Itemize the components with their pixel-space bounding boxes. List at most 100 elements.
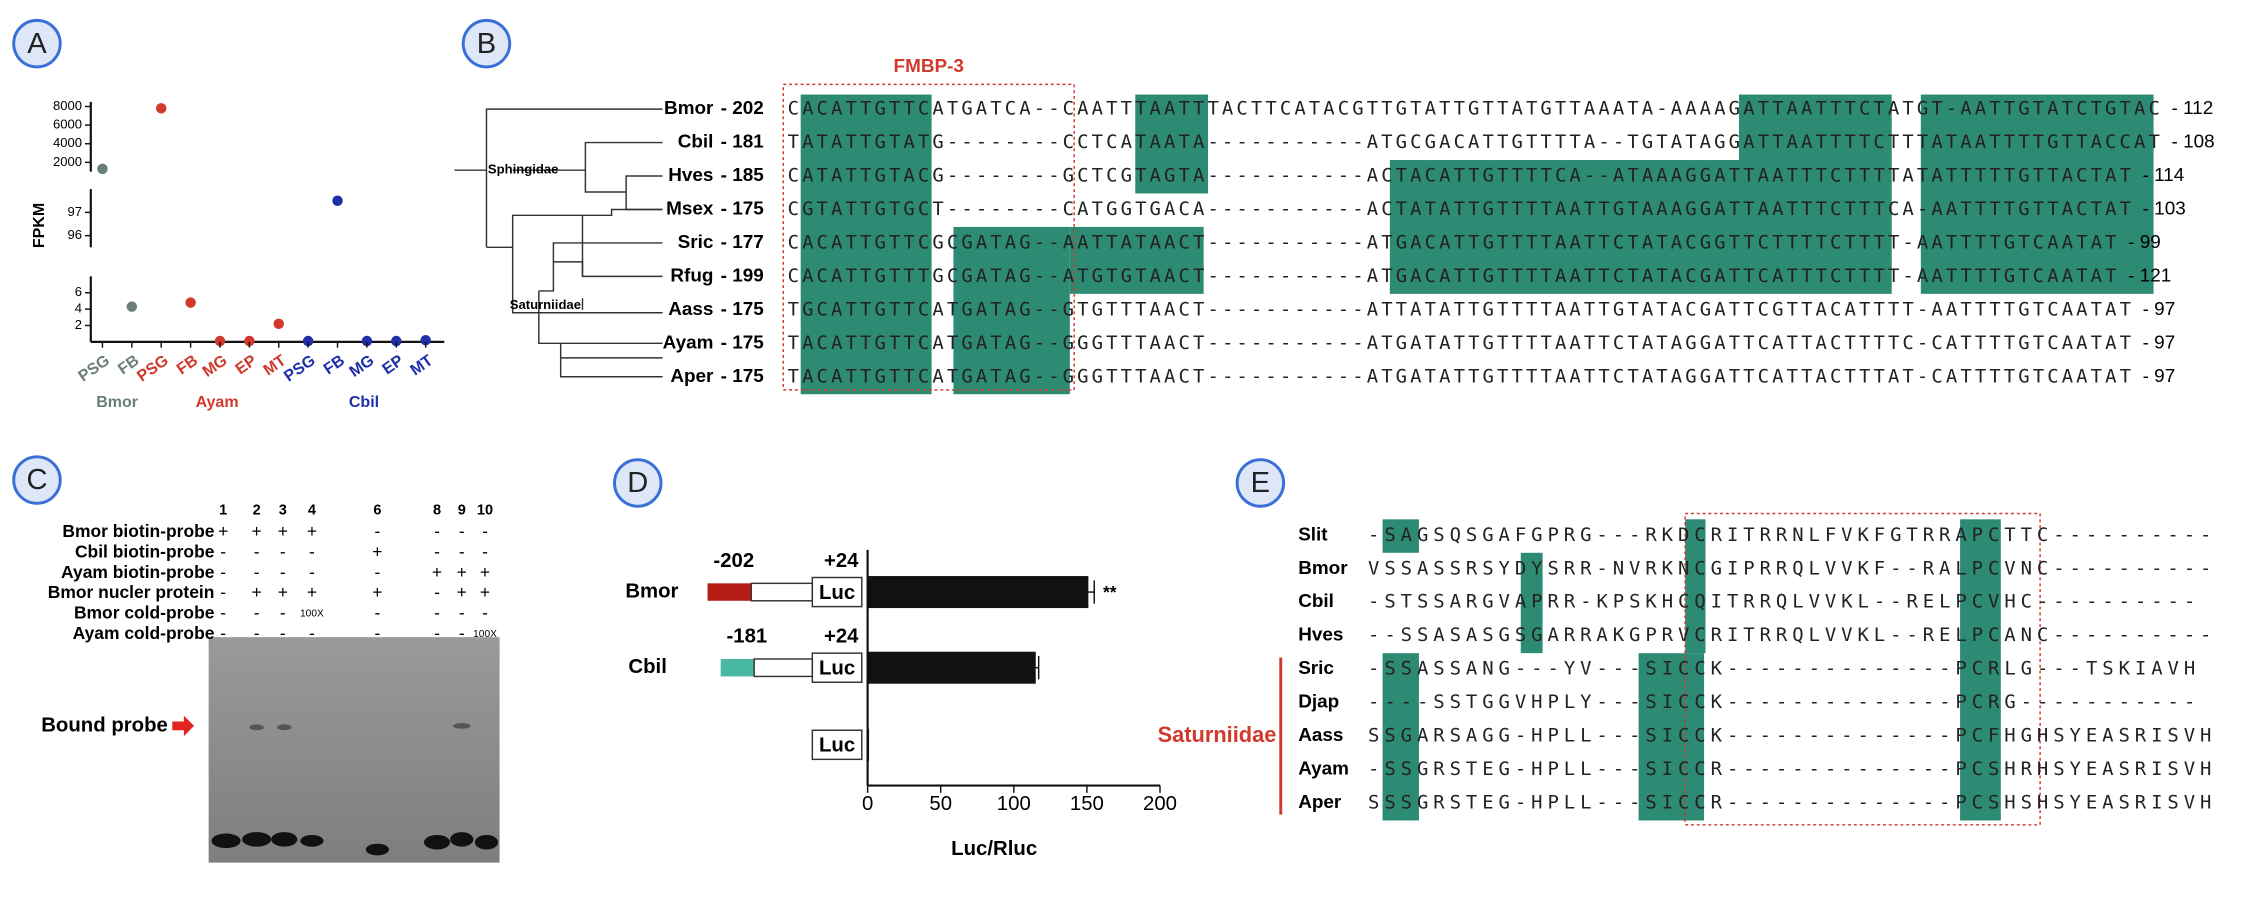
promoter-end: +24 — [824, 550, 859, 572]
y-tick-label: 8000 — [53, 98, 82, 113]
panel-label: E — [1251, 467, 1270, 499]
promoter — [707, 583, 752, 601]
reporter-label: Luc — [819, 735, 855, 757]
lane-mark: - — [254, 562, 260, 582]
promoter — [720, 658, 755, 677]
sequence: TATATTGTATG--------CCTCATAATA-----------… — [788, 131, 2160, 153]
row-label: Bmor nucler protein — [48, 582, 215, 602]
sequence: VSSASSRSYDYSRR-NVRKNCGIPRRQLVVKF--RALPCV… — [1368, 557, 2211, 579]
seq-name: Hves — [1298, 625, 1343, 646]
lane-mark: + — [252, 582, 262, 602]
x-tick-label: MT — [408, 352, 437, 379]
seq-name: Aper — [670, 366, 714, 387]
lane-mark: - — [309, 562, 315, 582]
lane-mark: - — [254, 602, 260, 622]
lane-mark: + — [278, 582, 288, 602]
lane-mark: - — [434, 602, 440, 622]
dot — [214, 335, 226, 347]
gel-bands — [211, 722, 499, 856]
panel-badge — [461, 18, 512, 69]
seq-name: Bmor — [1298, 558, 1348, 579]
sequence: -STSSARGVAPRR-KPSKHCQITRRQLVVKL--RELPCVH… — [1368, 591, 2195, 613]
highlights-b — [800, 94, 2154, 395]
lane-mark: - — [459, 521, 465, 541]
sequence: CGTATTGTGCT--------CATGGTGACA-----------… — [788, 198, 2131, 220]
group-label: Bmor — [96, 394, 138, 411]
lane-mark: - — [280, 541, 286, 561]
seq-name: Cbil — [1298, 591, 1334, 612]
sequence: -SAGSQSGAFGPRG---RKDCRITRRNLFVKFGTRRAPCT… — [1368, 524, 2211, 546]
y-tick-label: 97 — [68, 204, 83, 219]
x-tick-label: PSG — [281, 352, 318, 385]
sequence: TACATTGTTCATGATAG--GGGTTTAACT-----------… — [788, 365, 2131, 387]
lane-mark: - — [459, 623, 465, 643]
group-label: Cbil — [349, 394, 379, 411]
panel-badge — [12, 18, 62, 69]
motif-box — [1684, 512, 2041, 826]
lane-mark: - — [220, 582, 226, 602]
x-tick-label: 150 — [1070, 793, 1104, 815]
row-label: Ayam biotin-probe — [61, 562, 215, 582]
lane-mark: - — [280, 562, 286, 582]
lane-mark: - — [434, 541, 440, 561]
lane-mark: + — [252, 521, 262, 541]
seq-name: Rfug — [670, 265, 713, 286]
arrow — [172, 715, 195, 737]
lane-mark: - — [434, 623, 440, 643]
gel — [208, 637, 500, 863]
dot — [361, 335, 373, 347]
dot — [391, 335, 402, 347]
lane-mark: - — [254, 541, 260, 561]
lane-mark: - — [220, 541, 226, 561]
row-label: Cbil biotin-probe — [75, 541, 215, 561]
lane-mark: - — [482, 541, 488, 561]
lane-mark: - — [254, 623, 260, 643]
seq-end: - 97 — [2143, 366, 2176, 387]
seq-end: - 114 — [2143, 165, 2185, 186]
seq-end: - 103 — [2143, 198, 2186, 219]
seq-start: - 175 — [721, 366, 764, 387]
seq-name: Aper — [1298, 792, 1342, 813]
lane-number: 1 — [219, 502, 227, 518]
dot — [97, 163, 108, 175]
x-tick-label: 0 — [862, 793, 873, 815]
seq-end: - 112 — [2172, 98, 2214, 119]
seq-end: - 121 — [2128, 265, 2171, 286]
lane-mark: + — [218, 521, 228, 541]
clade-label: Sphingidae — [488, 162, 558, 177]
x-tick-label: 100 — [997, 793, 1031, 815]
lane-mark: + — [372, 541, 382, 561]
dot — [273, 318, 284, 330]
seq-name: Ayam — [1298, 759, 1349, 780]
lane-number: 2 — [253, 502, 261, 518]
lane-mark: - — [459, 602, 465, 622]
lane-mark: - — [220, 602, 226, 622]
sequence: TGCATTGTTCATGATAG--GTGTTTAACT-----------… — [788, 298, 2131, 320]
y-tick-label: 96 — [68, 227, 83, 242]
lane-mark: - — [280, 623, 286, 643]
sequence: CATATTGTACG--------GCTCGTAGTA-----------… — [788, 165, 2131, 187]
lane-mark: + — [307, 582, 317, 602]
seq-start: - 175 — [721, 332, 764, 353]
seq-name: Bmor — [664, 98, 714, 119]
lane-number: 3 — [279, 502, 287, 518]
x-axis-label: Luc/Rluc — [951, 838, 1037, 860]
seq-name: Cbil — [678, 132, 714, 153]
y-tick-label: 2000 — [53, 154, 82, 169]
seq-start: - 185 — [721, 165, 764, 186]
lane-mark: + — [480, 562, 490, 582]
seq-start: - 177 — [721, 232, 764, 253]
promoter-end: +24 — [824, 626, 859, 648]
x-tick-label: PSG — [134, 352, 171, 385]
lane-mark: - — [220, 562, 226, 582]
lane-mark: + — [457, 582, 467, 602]
reporter-box — [811, 576, 863, 608]
promoter-start: -202 — [713, 550, 754, 572]
x-tick-label: EP — [233, 352, 261, 378]
sequence: SSSGRSTEG-HPLL---SICCR--------------PCSH… — [1368, 791, 2211, 813]
dot — [302, 335, 314, 347]
reporter-label: Luc — [819, 582, 855, 604]
dot — [185, 297, 196, 308]
tree — [454, 108, 663, 378]
